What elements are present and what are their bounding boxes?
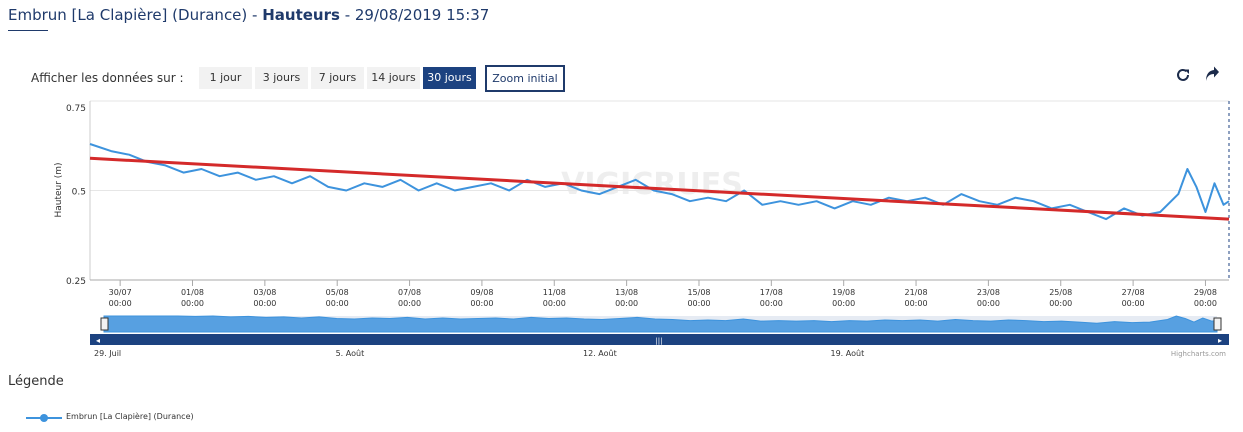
x-tick-date: 13/08 bbox=[615, 288, 638, 297]
x-tick-date: 05/08 bbox=[326, 288, 349, 297]
range-button-1-jour[interactable]: 1 jour bbox=[199, 67, 252, 89]
x-tick-time: 00:00 bbox=[1194, 299, 1217, 308]
x-tick-date: 01/08 bbox=[181, 288, 204, 297]
x-tick-time: 00:00 bbox=[253, 299, 276, 308]
x-tick-date: 07/08 bbox=[398, 288, 421, 297]
x-tick-time: 00:00 bbox=[326, 299, 349, 308]
title-station: Embrun [La Clapière] (Durance) bbox=[8, 6, 248, 24]
range-button-3-jours[interactable]: 3 jours bbox=[255, 67, 308, 89]
x-tick-time: 00:00 bbox=[109, 299, 132, 308]
x-tick-date: 17/08 bbox=[760, 288, 783, 297]
legend-title: Légende bbox=[8, 374, 64, 389]
x-tick-time: 00:00 bbox=[905, 299, 928, 308]
series-line-trend bbox=[89, 156, 1230, 221]
zoom-reset-button[interactable]: Zoom initial bbox=[485, 65, 565, 92]
x-tick-date: 15/08 bbox=[687, 288, 710, 297]
x-tick-time: 00:00 bbox=[687, 299, 710, 308]
range-selector-label: Afficher les données sur : bbox=[31, 71, 184, 85]
title-underline bbox=[8, 30, 48, 31]
legend-item-label: Embrun [La Clapière] (Durance) bbox=[66, 412, 194, 421]
axes: 0.25 0.5 0.75 Hauteur (m) 30/07 00:00 01/08 00:… bbox=[54, 101, 1230, 308]
share-arrow-icon[interactable] bbox=[1203, 66, 1221, 84]
x-tick-time: 00:00 bbox=[1122, 299, 1145, 308]
navigator-date-label: 29. Juil bbox=[94, 349, 121, 358]
scroll-right-arrow-icon: ▸ bbox=[1218, 336, 1222, 345]
page-title: Embrun [La Clapière] (Durance) - Hauteur… bbox=[8, 6, 490, 24]
x-tick-date: 19/08 bbox=[832, 288, 855, 297]
series-layer bbox=[89, 143, 1230, 221]
y-tick-label: 0.75 bbox=[66, 104, 86, 114]
x-tick-time: 00:00 bbox=[181, 299, 204, 308]
navigator-date-label: 12. Août bbox=[583, 349, 617, 358]
y-axis-title: Hauteur (m) bbox=[54, 162, 64, 217]
x-tick-time: 00:00 bbox=[977, 299, 1000, 308]
range-button-14-jours[interactable]: 14 jours bbox=[367, 67, 420, 89]
chart-credits: Highcharts.com bbox=[1171, 350, 1226, 358]
navigator-date-label: 5. Août bbox=[336, 349, 365, 358]
navigator-handle[interactable] bbox=[100, 317, 109, 331]
range-button-30-jours[interactable]: 30 jours bbox=[423, 67, 476, 89]
x-tick-time: 00:00 bbox=[1049, 299, 1072, 308]
navigator-area bbox=[103, 315, 1218, 333]
scroll-left-arrow-icon: ◂ bbox=[96, 336, 100, 345]
title-measure: Hauteurs bbox=[262, 6, 340, 24]
x-tick-date: 03/08 bbox=[253, 288, 276, 297]
y-tick-label: 0.25 bbox=[66, 277, 86, 287]
x-tick-time: 00:00 bbox=[398, 299, 421, 308]
range-button-7-jours[interactable]: 7 jours bbox=[311, 67, 364, 89]
x-tick-time: 00:00 bbox=[615, 299, 638, 308]
title-datetime: 29/08/2019 15:37 bbox=[354, 6, 490, 24]
x-tick-date: 27/08 bbox=[1122, 288, 1145, 297]
x-tick-time: 00:00 bbox=[760, 299, 783, 308]
refresh-icon[interactable] bbox=[1174, 66, 1192, 84]
navigator-date-label: 19. Août bbox=[831, 349, 865, 358]
x-tick-time: 00:00 bbox=[543, 299, 566, 308]
y-tick-label: 0.5 bbox=[72, 188, 86, 198]
x-tick-date: 25/08 bbox=[1049, 288, 1072, 297]
x-tick-date: 09/08 bbox=[470, 288, 493, 297]
x-tick-date: 11/08 bbox=[543, 288, 566, 297]
x-tick-date: 23/08 bbox=[977, 288, 1000, 297]
x-tick-time: 00:00 bbox=[832, 299, 855, 308]
x-tick-date: 29/08 bbox=[1194, 288, 1217, 297]
x-tick-date: 30/07 bbox=[109, 288, 132, 297]
scrollbar-grip-icon: ||| bbox=[655, 337, 662, 345]
navigator-handle[interactable] bbox=[1213, 317, 1222, 331]
navigator[interactable]: ◂ ▸ ||| 29. Juil 5. Août 12. Août 19. Août High… bbox=[90, 315, 1229, 358]
navigator-scrollbar[interactable] bbox=[90, 334, 1229, 345]
x-tick-time: 00:00 bbox=[470, 299, 493, 308]
legend-line-marker-icon bbox=[26, 414, 62, 422]
x-tick-date: 21/08 bbox=[905, 288, 928, 297]
